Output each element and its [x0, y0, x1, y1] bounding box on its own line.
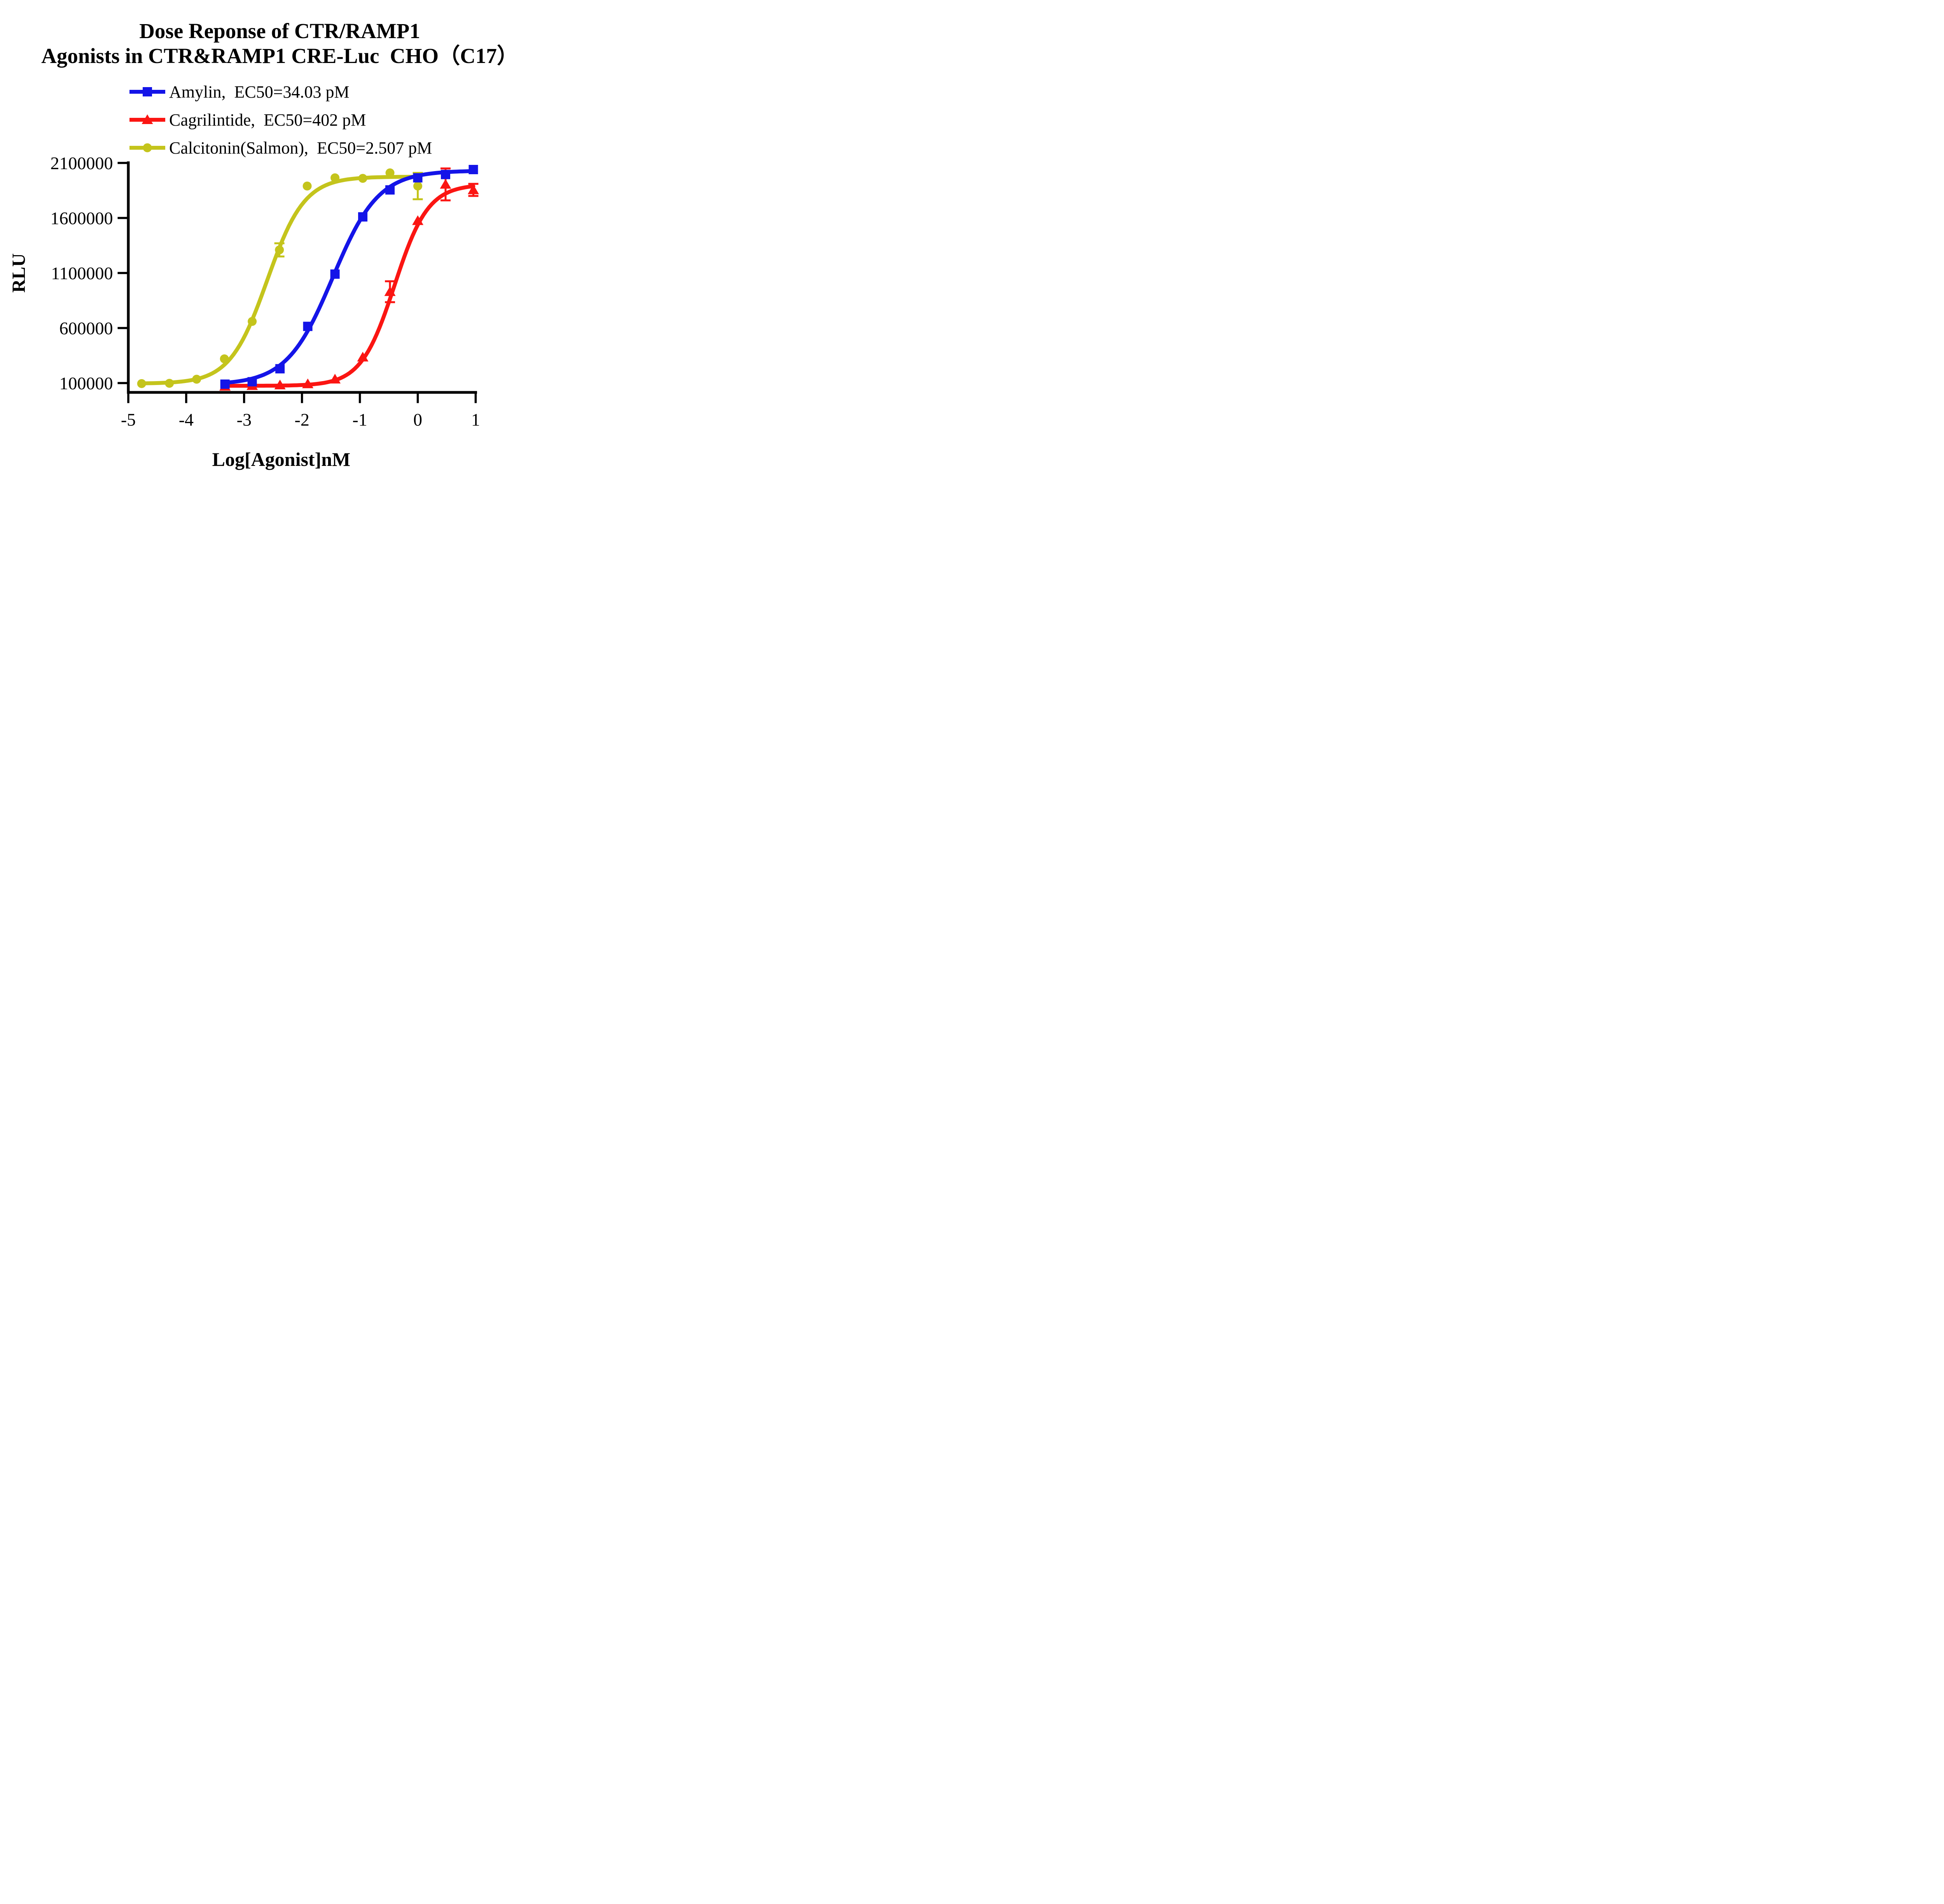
marker-calcitonin-salmon-: [192, 374, 201, 384]
legend-item-cagrilintide: Cagrilintide, EC50=402 pM: [129, 106, 432, 134]
marker-cagrilintide: [467, 184, 479, 194]
x-axis-tick: [301, 394, 303, 403]
chart-title-line1: Dose Reponse of CTR/RAMP1: [139, 19, 420, 43]
marker-calcitonin-salmon-: [275, 245, 284, 255]
marker-cagrilintide: [274, 380, 286, 390]
chart-page: Dose Reponse of CTR/RAMP1 Agonists in CT…: [0, 0, 559, 476]
marker-calcitonin-salmon-: [385, 168, 395, 177]
y-axis-tick-label: 2100000: [51, 153, 113, 173]
marker-amylin: [358, 212, 368, 222]
y-axis-tick: [117, 162, 127, 164]
marker-cagrilintide: [440, 179, 451, 189]
legend-marker-cagrilintide: [129, 114, 165, 124]
marker-calcitonin-salmon-: [248, 317, 257, 326]
marker-calcitonin-salmon-: [165, 379, 174, 388]
marker-calcitonin-salmon-: [330, 173, 340, 182]
marker-cagrilintide: [357, 352, 369, 362]
y-axis-tick: [117, 327, 127, 329]
marker-amylin: [303, 322, 313, 331]
legend-item-calcitonin-salmon-: Calcitonin(Salmon), EC50=2.507 pM: [129, 134, 432, 162]
y-axis-tick: [117, 382, 127, 384]
plot-area: 100000 600000 1100000 1600000 2100000 -5 -4 -3 -…: [9, 153, 480, 470]
marker-amylin: [275, 364, 285, 374]
y-axis-tick: [117, 272, 127, 274]
marker-amylin: [413, 173, 423, 183]
series-curve-cagrilintide: [223, 184, 476, 388]
marker-cagrilintide: [412, 215, 423, 225]
x-axis-line: [127, 391, 477, 394]
marker-amylin: [330, 269, 340, 279]
marker-calcitonin-salmon-: [358, 174, 367, 183]
x-axis-tick-label: 0: [413, 410, 422, 430]
x-axis-tick: [416, 394, 419, 403]
chart-title: Dose Reponse of CTR/RAMP1 Agonists in CT…: [0, 19, 559, 68]
legend-glyph-calcitonin-salmon-: [143, 143, 152, 152]
series-curve-amylin: [223, 169, 476, 385]
marker-amylin: [220, 379, 230, 389]
marker-amylin: [385, 185, 395, 195]
y-axis-tick-label: 1600000: [51, 208, 113, 228]
y-axis-tick-label: 600000: [59, 318, 113, 338]
marker-calcitonin-salmon-: [413, 181, 422, 191]
y-axis-line: [127, 161, 130, 394]
x-axis-tick-label: -4: [179, 410, 194, 430]
marker-amylin: [441, 170, 450, 179]
legend-glyph-amylin: [143, 87, 152, 96]
x-axis-tick: [358, 394, 361, 403]
x-axis-tick: [474, 394, 477, 403]
marker-calcitonin-salmon-: [220, 354, 229, 364]
chart-title-line2: Agonists in CTR&RAMP1 CRE-Luc CHO（C17）: [41, 44, 518, 68]
y-axis-tick-label: 1100000: [51, 263, 113, 283]
marker-cagrilintide: [302, 378, 314, 388]
legend: Amylin, EC50=34.03 pM Cagrilintide, EC50=…: [129, 78, 432, 162]
marker-amylin: [469, 164, 478, 174]
legend-glyph-cagrilintide: [142, 114, 153, 124]
y-axis-tick-label: 100000: [59, 373, 113, 393]
legend-label-cagrilintide: Cagrilintide, EC50=402 pM: [169, 110, 366, 130]
marker-amylin: [247, 377, 257, 387]
marker-calcitonin-salmon-: [137, 379, 146, 388]
x-axis-tick: [185, 394, 187, 403]
x-axis-tick-label: -1: [352, 410, 367, 430]
legend-marker-amylin: [129, 87, 165, 96]
marker-cagrilintide: [384, 286, 396, 296]
legend-marker-calcitonin-salmon-: [129, 143, 165, 152]
y-axis-title: RLU: [9, 253, 29, 292]
x-axis-tick-label: 1: [471, 410, 480, 430]
x-axis-tick-label: -2: [295, 410, 309, 430]
marker-cagrilintide: [329, 374, 341, 384]
legend-label-amylin: Amylin, EC50=34.03 pM: [169, 82, 350, 102]
series-curve-calcitonin-salmon-: [140, 175, 420, 385]
x-axis-tick-label: -5: [121, 410, 136, 430]
legend-label-calcitonin-salmon-: Calcitonin(Salmon), EC50=2.507 pM: [169, 138, 432, 158]
y-axis-tick: [117, 217, 127, 219]
legend-item-amylin: Amylin, EC50=34.03 pM: [129, 78, 432, 106]
x-axis-tick: [127, 394, 129, 403]
x-axis-tick: [243, 394, 245, 403]
x-axis-tick-label: -3: [237, 410, 252, 430]
x-axis-title: Log[Agonist]nM: [212, 448, 351, 470]
marker-calcitonin-salmon-: [302, 181, 312, 191]
